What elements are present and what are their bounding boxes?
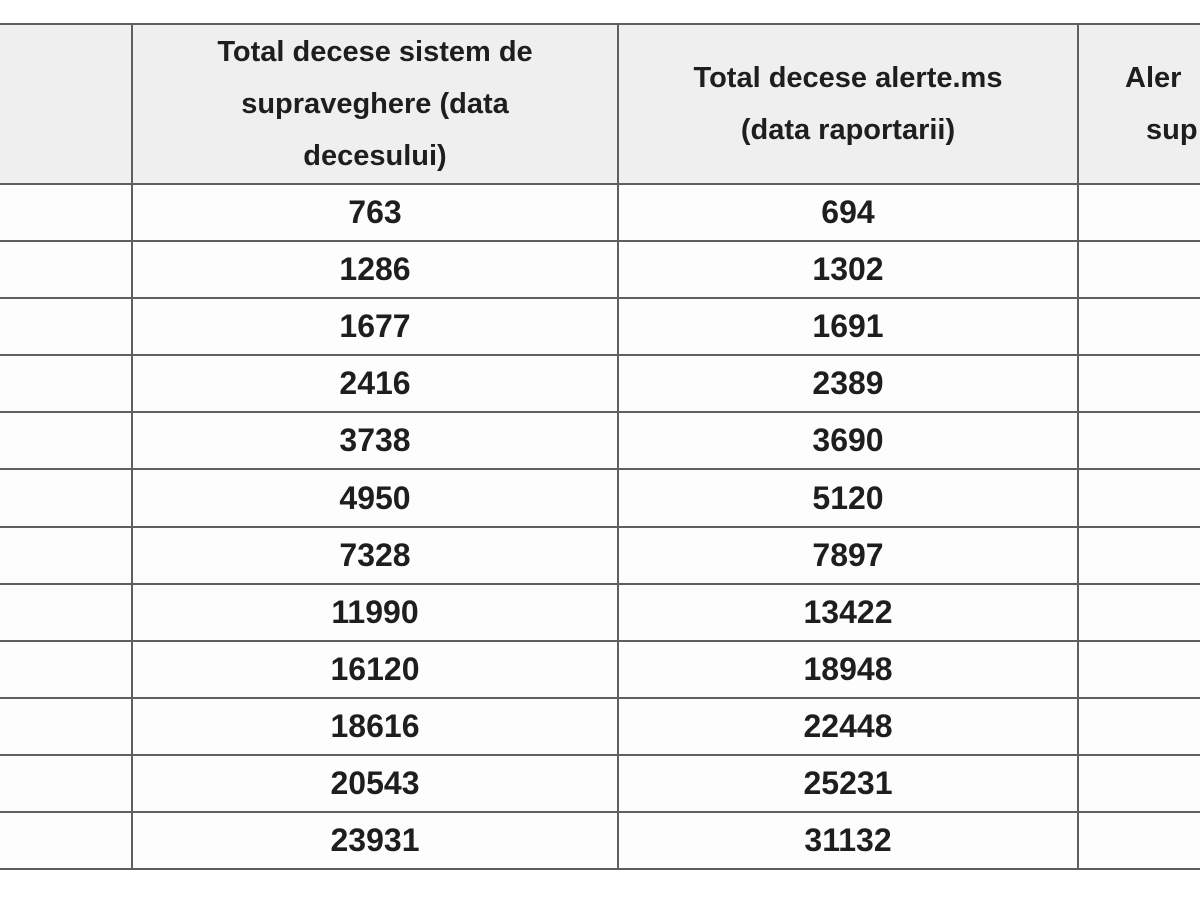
sistem-value: 3738 bbox=[133, 413, 619, 471]
sistem-value: 23931 bbox=[133, 813, 619, 871]
row-label-cell bbox=[0, 527, 133, 585]
alerte-value: 5120 bbox=[619, 470, 1079, 528]
header-alerte-line-1: Total decese alerte.ms bbox=[693, 62, 1003, 94]
sistem-value: 2416 bbox=[133, 356, 619, 414]
header-cell-alerte: Total decese alerte.ms (data raportarii) bbox=[619, 25, 1079, 185]
row-label-cell bbox=[0, 698, 133, 756]
right-value-cell bbox=[1079, 698, 1200, 756]
right-value-cell bbox=[1079, 242, 1200, 300]
alerte-value: 1691 bbox=[619, 299, 1079, 357]
row-label-cell bbox=[0, 755, 133, 814]
header-cell-row-label bbox=[0, 25, 133, 185]
row-label-cell bbox=[0, 185, 133, 243]
header-cell-sistem: Total decese sistem de supraveghere (dat… bbox=[133, 25, 619, 185]
sistem-value: 763 bbox=[133, 185, 619, 243]
header-right-partial-line-1: Aler bbox=[1125, 62, 1182, 94]
right-value-cell bbox=[1079, 813, 1200, 871]
right-value-cell bbox=[1079, 755, 1200, 814]
alerte-value: 18948 bbox=[619, 641, 1079, 699]
right-value-cell bbox=[1079, 527, 1200, 585]
header-sistem-line-3: decesului) bbox=[303, 140, 447, 172]
header-alerte-line-2: (data raportarii) bbox=[740, 114, 956, 146]
sistem-value: 18616 bbox=[133, 698, 619, 756]
row-label-cell bbox=[0, 242, 133, 300]
alerte-value: 13422 bbox=[619, 584, 1079, 642]
header-right-partial-line-2: sup bbox=[1146, 114, 1198, 146]
alerte-value: 694 bbox=[619, 185, 1079, 243]
header-cell-right-partial: Aler sup bbox=[1079, 25, 1200, 185]
deaths-table: Total decese sistem de supraveghere (dat… bbox=[0, 23, 1200, 871]
sistem-value: 1677 bbox=[133, 299, 619, 357]
alerte-value: 22448 bbox=[619, 698, 1079, 756]
sistem-value: 11990 bbox=[133, 584, 619, 642]
right-value-cell bbox=[1079, 641, 1200, 699]
right-value-cell bbox=[1079, 584, 1200, 642]
row-label-cell bbox=[0, 470, 133, 528]
alerte-value: 31132 bbox=[619, 813, 1079, 871]
row-label-cell bbox=[0, 584, 133, 642]
header-sistem-line-2: supraveghere (data bbox=[241, 88, 509, 120]
alerte-value: 3690 bbox=[619, 413, 1079, 471]
alerte-value: 2389 bbox=[619, 356, 1079, 414]
row-label-cell bbox=[0, 356, 133, 414]
row-label-cell bbox=[0, 413, 133, 471]
right-value-cell bbox=[1079, 413, 1200, 471]
right-value-cell bbox=[1079, 299, 1200, 357]
sistem-value: 20543 bbox=[133, 755, 619, 814]
sistem-value: 4950 bbox=[133, 470, 619, 528]
sistem-value: 16120 bbox=[133, 641, 619, 699]
alerte-value: 1302 bbox=[619, 242, 1079, 300]
header-sistem-line-1: Total decese sistem de bbox=[217, 36, 533, 68]
sistem-value: 1286 bbox=[133, 242, 619, 300]
sistem-value: 7328 bbox=[133, 527, 619, 585]
alerte-value: 25231 bbox=[619, 755, 1079, 814]
row-label-cell bbox=[0, 641, 133, 699]
right-value-cell bbox=[1079, 470, 1200, 528]
right-value-cell bbox=[1079, 356, 1200, 414]
row-label-cell bbox=[0, 299, 133, 357]
row-label-cell bbox=[0, 813, 133, 871]
right-value-cell bbox=[1079, 185, 1200, 243]
alerte-value: 7897 bbox=[619, 527, 1079, 585]
